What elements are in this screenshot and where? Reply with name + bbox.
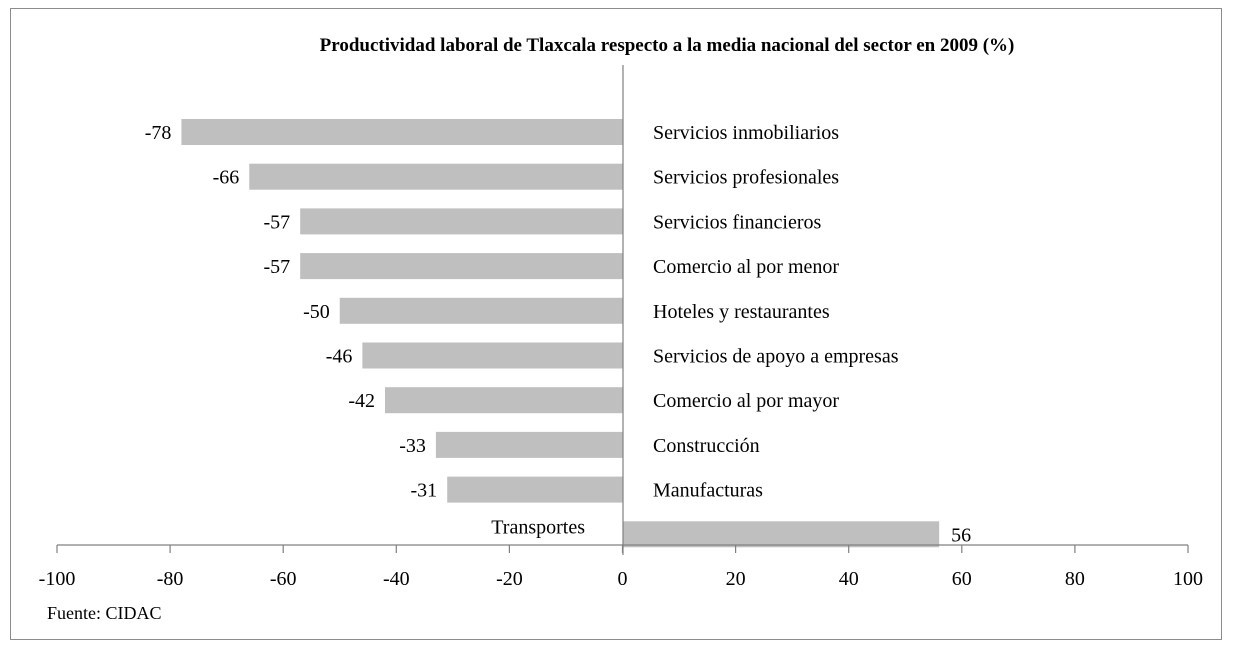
value-label: -57 xyxy=(263,256,290,278)
x-tick-label: 0 xyxy=(618,568,628,590)
category-label: Comercio al por menor xyxy=(653,256,839,278)
x-tick-label: -20 xyxy=(496,568,523,590)
value-label: -46 xyxy=(326,346,353,368)
x-tick-label: 80 xyxy=(1065,568,1085,590)
bar xyxy=(339,297,623,324)
bar xyxy=(249,163,623,190)
bar xyxy=(181,119,623,145)
value-label: -66 xyxy=(213,167,240,189)
x-tick-label: -40 xyxy=(383,568,410,590)
bars-group: -78 Servicios inmobiliarios -66 Servicios p… xyxy=(145,119,971,548)
x-tick-label: -80 xyxy=(157,568,184,590)
value-label: -42 xyxy=(348,390,375,412)
source-note: Fuente: CIDAC xyxy=(47,603,162,623)
x-tick-label: -60 xyxy=(270,568,297,590)
value-label: -31 xyxy=(411,480,438,502)
x-tick-label: 100 xyxy=(1173,568,1203,590)
value-label: -50 xyxy=(303,301,330,323)
category-label: Manufacturas xyxy=(653,480,763,502)
category-label: Servicios de apoyo a empresas xyxy=(653,346,899,368)
value-label: -57 xyxy=(263,211,290,233)
bar xyxy=(623,521,940,548)
bar xyxy=(384,387,623,414)
value-label: 56 xyxy=(951,524,971,546)
category-label: Servicios inmobiliarios xyxy=(653,122,839,144)
bar xyxy=(447,476,623,503)
x-tick-label: 20 xyxy=(726,568,746,590)
category-label: Transportes xyxy=(491,516,585,538)
category-label: Servicios profesionales xyxy=(653,167,839,189)
bar xyxy=(300,253,623,280)
category-label: Construcción xyxy=(653,435,760,457)
x-tick-label: 40 xyxy=(839,568,859,590)
bar-chart: Productividad laboral de Tlaxcala respec… xyxy=(39,35,1203,623)
bar xyxy=(362,342,623,369)
x-tick-label: -100 xyxy=(39,568,76,590)
bar xyxy=(300,208,623,235)
x-axis: -100 -80 -60 -40 -20 0 20 40 60 80 100 xyxy=(39,65,1203,590)
chart-title: Productividad laboral de Tlaxcala respec… xyxy=(320,35,1015,56)
chart-frame: Productividad laboral de Tlaxcala respec… xyxy=(10,8,1222,640)
category-label: Servicios financieros xyxy=(653,211,821,233)
value-label: -78 xyxy=(145,122,172,144)
category-label: Hoteles y restaurantes xyxy=(653,301,830,323)
bar xyxy=(435,431,623,458)
x-tick-label: 60 xyxy=(952,568,972,590)
category-label: Comercio al por mayor xyxy=(653,390,839,412)
value-label: -33 xyxy=(399,435,426,457)
